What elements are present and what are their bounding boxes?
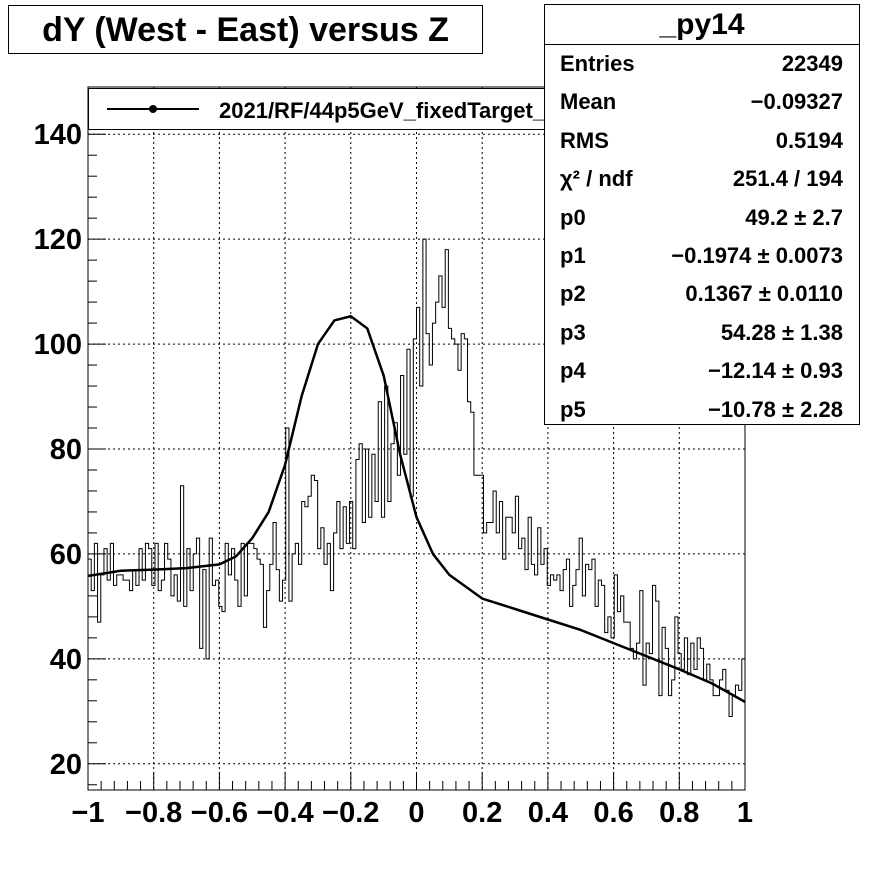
- stat-label: Entries: [560, 51, 635, 76]
- stat-value: −10.78 ± 2.28: [707, 396, 843, 422]
- stats-title: _py14: [545, 5, 859, 45]
- chart-title: dY (West - East) versus Z: [8, 5, 483, 54]
- stat-value: −12.14 ± 0.93: [707, 358, 843, 384]
- x-tick-label: 0.2: [462, 797, 502, 829]
- y-tick-label: 120: [34, 224, 82, 256]
- stat-label: p1: [560, 242, 586, 268]
- stat-row-mean: Mean −0.09327: [545, 83, 859, 121]
- stat-value: 54.28 ± 1.38: [720, 319, 843, 345]
- stat-label: χ² / ndf: [560, 166, 633, 192]
- stat-row-p3: p3 54.28 ± 1.38: [545, 314, 859, 352]
- x-tick-label: −0.8: [125, 797, 182, 829]
- fit-curve-series: [87, 315, 746, 703]
- stat-row-p2: p2 0.1367 ± 0.0110: [545, 275, 859, 313]
- y-tick-label: 140: [34, 119, 82, 151]
- legend: 2021/RF/44p5GeV_fixedTarget_2021: [88, 88, 614, 130]
- stat-value: 0.1367 ± 0.0110: [685, 281, 843, 307]
- x-tick-label: 0.4: [528, 797, 568, 829]
- x-tick-label: −0.4: [256, 797, 313, 829]
- stat-label: p3: [560, 319, 586, 345]
- y-tick-label: 40: [50, 644, 82, 676]
- stat-label: Mean: [560, 89, 617, 115]
- x-tick-label: −0.2: [322, 797, 379, 829]
- stat-row-entries: Entries 22349: [545, 45, 859, 83]
- stat-row-p0: p0 49.2 ± 2.7: [545, 199, 859, 237]
- x-tick-label: 0.8: [659, 797, 699, 829]
- stat-label: RMS: [560, 127, 609, 153]
- stat-value: 251.4 / 194: [732, 166, 843, 192]
- y-tick-label: 20: [50, 749, 82, 781]
- stat-value: 49.2 ± 2.7: [745, 204, 843, 230]
- x-tick-label: −0.6: [191, 797, 248, 829]
- stat-row-p1: p1 −0.1974 ± 0.0073: [545, 237, 859, 275]
- histogram-series: [88, 238, 745, 718]
- stat-value: 22349: [781, 51, 843, 76]
- stat-value: −0.1974 ± 0.0073: [671, 242, 843, 268]
- stat-label: p2: [560, 281, 586, 307]
- stat-value: 0.5194: [775, 127, 843, 153]
- y-tick-label: 80: [50, 434, 82, 466]
- x-tick-label: 0: [408, 797, 424, 829]
- stat-row-rms: RMS 0.5194: [545, 122, 859, 160]
- stat-label: p4: [560, 358, 586, 384]
- stat-label: p0: [560, 204, 586, 230]
- stat-value: −0.09327: [750, 89, 843, 115]
- x-tick-label: 1: [737, 797, 753, 829]
- x-tick-label: −1: [71, 797, 104, 829]
- stat-row-chi2: χ² / ndf 251.4 / 194: [545, 160, 859, 198]
- stat-row-p4: p4 −12.14 ± 0.93: [545, 352, 859, 390]
- stat-row-p5: p5 −10.78 ± 2.28: [545, 391, 859, 429]
- legend-marker-icon: [149, 105, 157, 113]
- stats-box: _py14 Entries 22349 Mean −0.09327 RMS 0.…: [544, 4, 860, 425]
- y-tick-label: 100: [34, 329, 82, 361]
- x-tick-label: 0.6: [593, 797, 633, 829]
- y-tick-label: 60: [50, 539, 82, 571]
- legend-entry: 2021/RF/44p5GeV_fixedTarget_2021: [219, 98, 595, 123]
- stat-label: p5: [560, 396, 586, 422]
